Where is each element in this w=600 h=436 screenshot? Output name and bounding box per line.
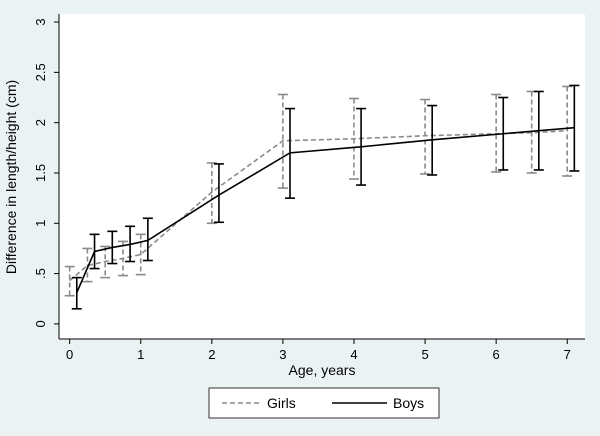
- plot-area: [59, 14, 585, 339]
- x-tick-label: 7: [564, 347, 571, 362]
- y-tick-label: 2.5: [33, 63, 48, 81]
- legend-label-boys: Boys: [393, 395, 424, 411]
- y-tick-label: 1: [33, 220, 48, 227]
- y-tick-label: 2: [33, 119, 48, 126]
- series-girls: [64, 85, 573, 297]
- x-tick-label: 6: [493, 347, 500, 362]
- y-tick-label: 0: [33, 320, 48, 327]
- legend: Girls Boys: [208, 387, 440, 419]
- y-tick-label: 1.5: [33, 164, 48, 182]
- y-axis-label: Difference in length/height (cm): [3, 80, 19, 274]
- x-tick-group: 0 1 2 3 4 5 6 7: [66, 339, 571, 362]
- legend-label-girls: Girls: [267, 395, 296, 411]
- y-tick-group: 0 .5 1 1.5 2 2.5 3: [33, 18, 59, 328]
- x-tick-label: 1: [137, 347, 144, 362]
- x-tick-label: 2: [208, 347, 215, 362]
- series-layer: [64, 84, 580, 310]
- line-boys: [76, 126, 575, 294]
- y-tick-label: 3: [33, 18, 48, 25]
- x-tick-label: 4: [350, 347, 357, 362]
- x-tick-label: 5: [421, 347, 428, 362]
- line-girls: [69, 129, 568, 282]
- x-tick-label: 0: [66, 347, 73, 362]
- y-tick-label: .5: [33, 268, 48, 279]
- x-tick-label: 3: [279, 347, 286, 362]
- series-boys: [71, 84, 580, 310]
- x-axis-label: Age, years: [289, 362, 356, 378]
